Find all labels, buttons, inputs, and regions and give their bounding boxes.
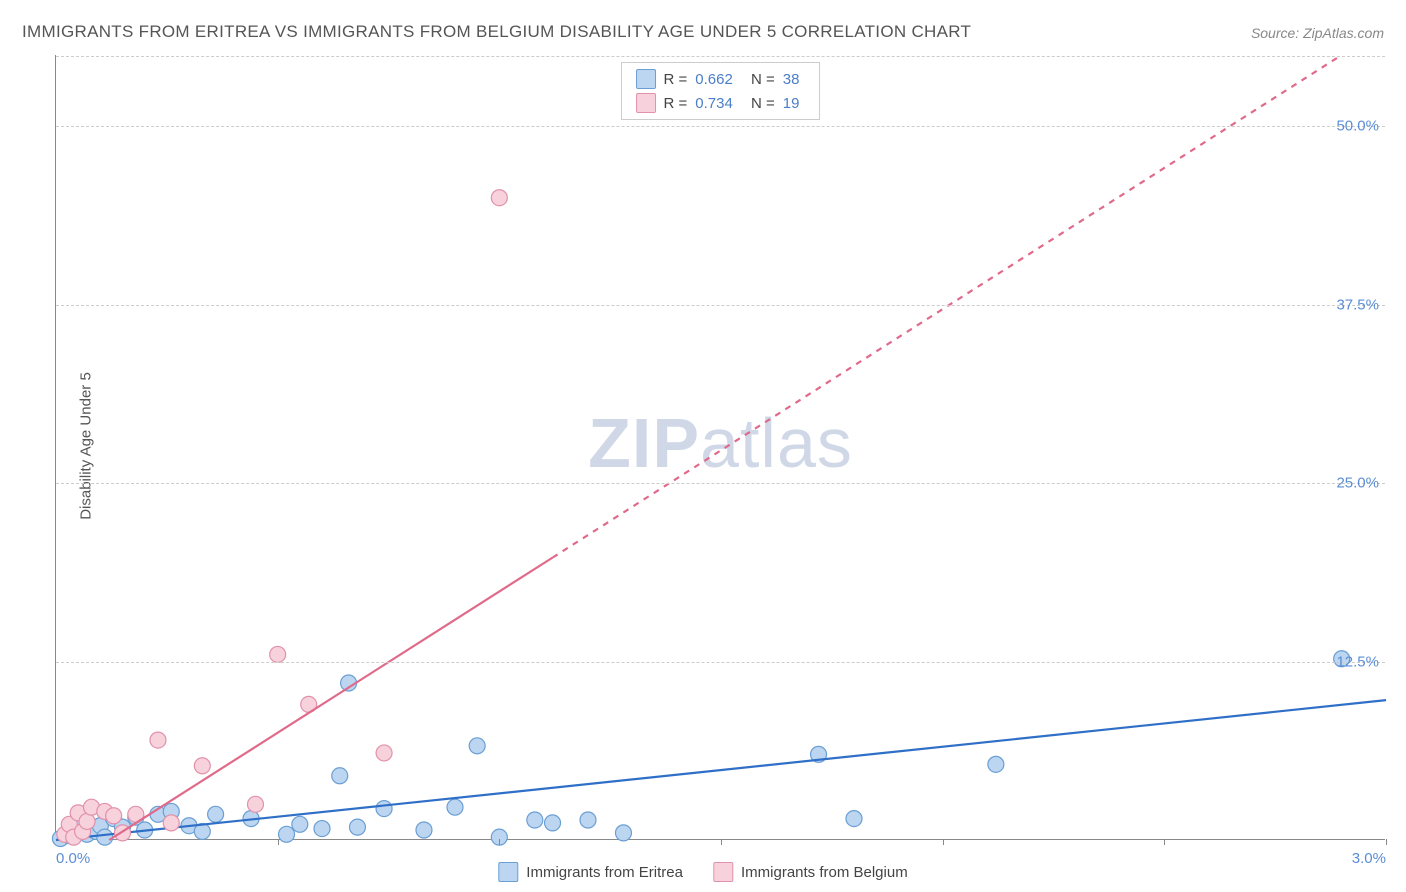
scatter-point [106, 808, 122, 824]
y-tick-label: 25.0% [1336, 475, 1387, 492]
scatter-point [314, 821, 330, 837]
scatter-point [163, 815, 179, 831]
x-tick [1386, 839, 1387, 845]
legend-n-label: N = [747, 71, 775, 88]
legend-swatch [636, 93, 656, 113]
x-tick-label: 3.0% [1352, 850, 1386, 867]
stats-legend: R = 0.662 N = 38R = 0.734 N = 19 [621, 62, 821, 120]
legend-r-value: 0.734 [695, 95, 733, 112]
x-tick [1164, 839, 1165, 845]
scatter-point [469, 738, 485, 754]
trend-line [56, 700, 1386, 840]
scatter-point [292, 816, 308, 832]
scatter-point [846, 811, 862, 827]
trend-line [109, 558, 552, 840]
x-tick-label: 0.0% [56, 850, 90, 867]
scatter-point [615, 825, 631, 841]
y-tick-label: 12.5% [1336, 653, 1387, 670]
stats-legend-row: R = 0.734 N = 19 [622, 91, 820, 115]
plot-svg [56, 55, 1385, 839]
bottom-legend: Immigrants from Eritrea Immigrants from B… [498, 862, 907, 882]
x-tick [499, 839, 500, 845]
legend-swatch [636, 69, 656, 89]
scatter-point [491, 190, 507, 206]
scatter-point [349, 819, 365, 835]
scatter-point [447, 799, 463, 815]
legend-label: Immigrants from Belgium [741, 864, 908, 881]
x-tick [943, 839, 944, 845]
chart-title: IMMIGRANTS FROM ERITREA VS IMMIGRANTS FR… [22, 22, 971, 42]
y-tick-label: 50.0% [1336, 118, 1387, 135]
legend-n-value: 19 [783, 95, 800, 112]
legend-r-value: 0.662 [695, 71, 733, 88]
scatter-point [194, 758, 210, 774]
legend-item: Immigrants from Belgium [713, 862, 908, 882]
scatter-point [150, 732, 166, 748]
gridline [56, 305, 1385, 306]
gridline [56, 483, 1385, 484]
scatter-point [416, 822, 432, 838]
x-tick [278, 839, 279, 845]
scatter-point [580, 812, 596, 828]
scatter-point [208, 806, 224, 822]
gridline [56, 56, 1385, 57]
scatter-point [988, 756, 1004, 772]
scatter-point [376, 801, 392, 817]
scatter-point [545, 815, 561, 831]
scatter-point [376, 745, 392, 761]
gridline [56, 126, 1385, 127]
legend-n-label: N = [747, 95, 775, 112]
stats-legend-row: R = 0.662 N = 38 [622, 67, 820, 91]
legend-label: Immigrants from Eritrea [526, 864, 683, 881]
plot-area: ZIPatlas R = 0.662 N = 38R = 0.734 N = 1… [55, 55, 1385, 840]
scatter-point [279, 826, 295, 842]
scatter-point [270, 646, 286, 662]
gridline [56, 662, 1385, 663]
legend-item: Immigrants from Eritrea [498, 862, 683, 882]
y-tick-label: 37.5% [1336, 296, 1387, 313]
legend-swatch [713, 862, 733, 882]
source-attribution: Source: ZipAtlas.com [1251, 25, 1384, 41]
scatter-point [527, 812, 543, 828]
scatter-point [248, 796, 264, 812]
legend-n-value: 38 [783, 71, 800, 88]
scatter-point [97, 829, 113, 845]
scatter-point [79, 813, 95, 829]
legend-swatch [498, 862, 518, 882]
legend-r-label: R = [664, 95, 688, 112]
x-tick [721, 839, 722, 845]
scatter-point [332, 768, 348, 784]
legend-r-label: R = [664, 71, 688, 88]
